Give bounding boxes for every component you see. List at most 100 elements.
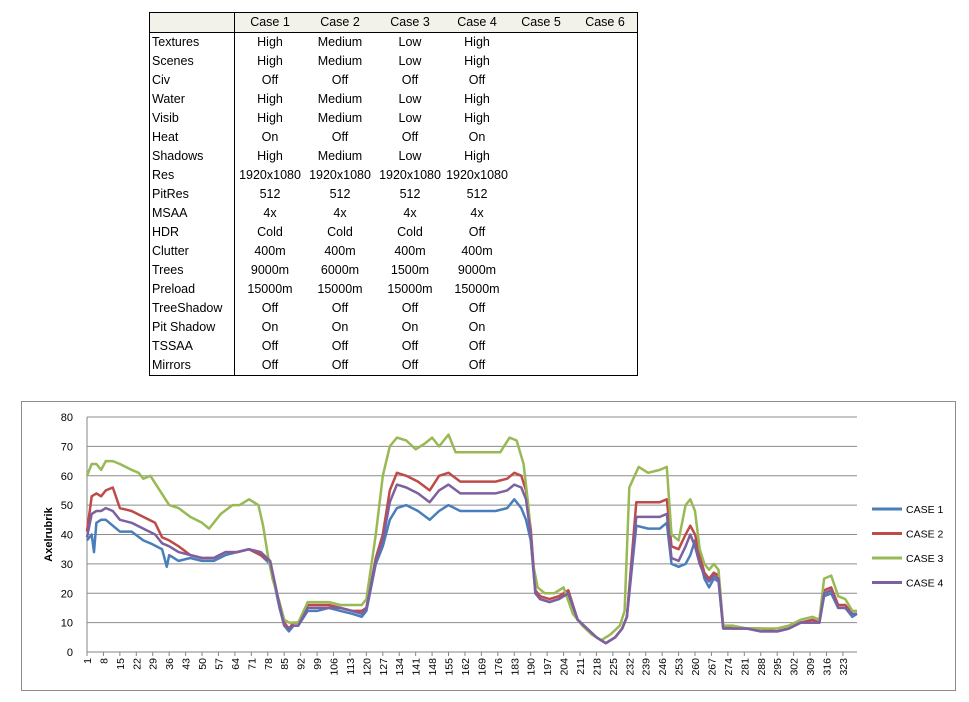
x-tick-label: 169 — [476, 658, 488, 676]
table-row: Textures High Medium Low High — [149, 32, 638, 53]
table-cell — [573, 147, 638, 166]
header-case-4: Case 4 — [445, 12, 509, 33]
table-cell: High — [464, 92, 490, 106]
legend-label: CASE 1 — [906, 504, 944, 516]
table-cell — [573, 223, 638, 242]
table-cell: High — [464, 111, 490, 125]
x-tick-label: 295 — [772, 658, 784, 676]
table-cell: 400m — [461, 244, 493, 258]
row-label: MSAA — [149, 204, 235, 223]
table-cell: 512 — [329, 187, 351, 201]
table-cell: High — [257, 149, 283, 163]
x-tick-label: 134 — [394, 658, 406, 676]
table-row: Scenes High Medium Low High — [149, 52, 638, 71]
x-tick-label: 246 — [657, 658, 669, 676]
table-cell: 512 — [399, 187, 421, 201]
table-row: PitRes 512 512 512 512 — [149, 185, 638, 204]
row-label: Scenes — [149, 52, 235, 71]
x-tick-label: 218 — [591, 658, 603, 676]
x-tick-label: 71 — [246, 658, 258, 670]
table-cell: 9000m — [457, 263, 497, 277]
table-cell: On — [468, 320, 486, 334]
table-cell: High — [257, 92, 283, 106]
table-row: Trees 9000m 6000m 1500m 9000m — [149, 261, 638, 280]
series-line-case-1 — [86, 498, 858, 645]
table-row: Water High Medium Low High — [149, 90, 638, 109]
header-case-2: Case 2 — [305, 12, 375, 33]
row-label: Mirrors — [149, 356, 235, 376]
table-cell — [573, 261, 638, 280]
table-cell: Medium — [317, 149, 363, 163]
row-label: Trees — [149, 261, 235, 280]
table-cell: 15000m — [454, 282, 500, 296]
x-tick-label: 15 — [115, 658, 127, 670]
x-tick-label: 85 — [279, 658, 291, 670]
row-label: TreeShadow — [149, 299, 235, 318]
table-cell — [509, 337, 573, 356]
table-cell: Medium — [317, 111, 363, 125]
x-tick-label: 64 — [230, 658, 242, 670]
table-row: Visib High Medium Low High — [149, 109, 638, 128]
x-tick-label: 50 — [197, 658, 209, 670]
table-cell — [509, 280, 573, 299]
table-cell: Low — [398, 149, 422, 163]
table-cell: 400m — [394, 244, 426, 258]
y-tick-label: 80 — [61, 412, 73, 424]
table-cell: 400m — [254, 244, 286, 258]
table-cell: On — [331, 320, 349, 334]
table-cell: 4x — [470, 206, 484, 220]
table-cell — [573, 33, 638, 53]
table-cell: Off — [331, 339, 349, 353]
table-cell — [573, 128, 638, 147]
table-cell: 1920x1080 — [309, 168, 371, 182]
table-row: TSSAA Off Off Off Off — [149, 337, 638, 356]
x-tick-label: 281 — [739, 658, 751, 676]
header-case-1: Case 1 — [234, 12, 305, 33]
table-row: Heat On Off Off On — [149, 128, 638, 147]
table-cell: High — [464, 54, 490, 68]
table-cell — [509, 356, 573, 376]
x-tick-label: 232 — [624, 658, 636, 676]
table-cell — [573, 318, 638, 337]
table-cell: Medium — [317, 54, 363, 68]
table-row: MSAA 4x 4x 4x 4x — [149, 204, 638, 223]
y-axis-title: Axelrubrik — [43, 506, 55, 561]
table-cell — [509, 185, 573, 204]
table-cell: Off — [468, 301, 486, 315]
table-cell — [509, 261, 573, 280]
table-cell: Off — [261, 301, 279, 315]
table-cell: High — [257, 111, 283, 125]
row-label: Heat — [149, 128, 235, 147]
table-cell — [573, 109, 638, 128]
table-cell — [573, 242, 638, 261]
table-cell: 1920x1080 — [379, 168, 441, 182]
table-cell — [509, 242, 573, 261]
table-cell — [573, 52, 638, 71]
table-row: Res 1920x1080 1920x1080 1920x1080 1920x1080 — [149, 166, 638, 185]
table-cell: Off — [401, 73, 419, 87]
table-cell: On — [401, 320, 419, 334]
table-cell: Low — [398, 54, 422, 68]
table-row: Civ Off Off Off Off — [149, 71, 638, 90]
table-cell: 512 — [466, 187, 488, 201]
table-cell: Off — [331, 73, 349, 87]
table-cell: Low — [398, 92, 422, 106]
x-tick-label: 120 — [361, 658, 373, 676]
x-tick-label: 316 — [821, 658, 833, 676]
table-cell: Off — [401, 130, 419, 144]
table-cell: On — [261, 130, 279, 144]
y-tick-label: 50 — [61, 500, 73, 512]
table-cell — [509, 166, 573, 185]
table-cell — [509, 128, 573, 147]
line-chart: 0 10 20 30 40 50 60 70 80 1 8 15 22 29 36 43 50 57 64 71 78 8… — [43, 412, 944, 676]
table-row: TreeShadow Off Off Off Off — [149, 299, 638, 318]
table-cell: High — [257, 35, 283, 49]
table-header-row: Case 1 Case 2 Case 3 Case 4 Case 5 Case … — [149, 12, 638, 33]
x-tick-label: 113 — [345, 658, 357, 675]
table-cell — [509, 109, 573, 128]
table-cell: High — [257, 54, 283, 68]
row-label: Visib — [149, 109, 235, 128]
legend-label: CASE 2 — [906, 529, 944, 541]
table-cell: 4x — [263, 206, 277, 220]
row-label: Clutter — [149, 242, 235, 261]
